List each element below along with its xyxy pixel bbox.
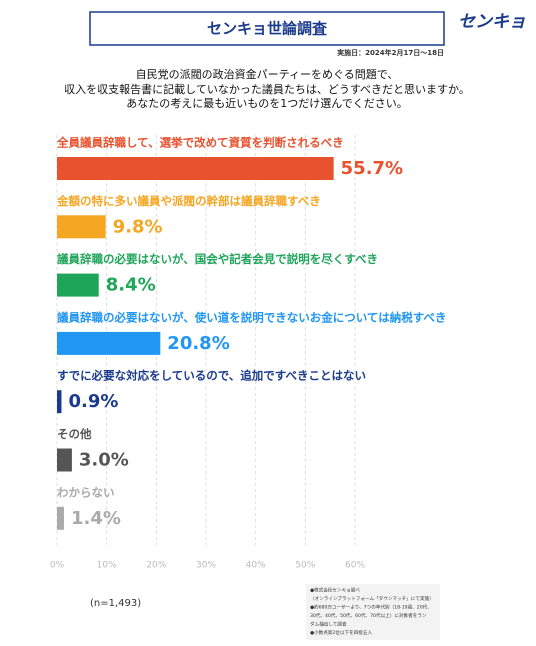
date: 実施日：2024年2月17日〜18日 [337, 48, 444, 57]
category-label: 議員辞職の必要はないが、使い道を説明できないお金については納税すべき [57, 310, 446, 324]
category-label: 全員議員辞職して、選挙で改めて資質を判断されるべき [56, 136, 344, 150]
value-label: 20.8% [167, 333, 229, 354]
value-label: 0.9% [68, 391, 118, 412]
bar [57, 331, 161, 355]
question: 自民党の派閥の政治資金パーティーをめぐる問題で、 [136, 67, 399, 81]
note: ●小数点第2位以下を四捨五入 [310, 629, 372, 636]
value-label: 1.4% [71, 508, 121, 529]
category-label: すでに必要な対応をしているので、追加ですべきことはない [57, 369, 366, 383]
bar [57, 448, 72, 472]
note: 30代、40代、50代、60代、70代以上）に対象者をラン [310, 612, 427, 619]
note: ダム抽出して調査 [310, 621, 347, 628]
bar [57, 157, 334, 180]
title: センキョ世論調査 [207, 20, 328, 38]
x-tick-label: 10% [97, 561, 117, 571]
category-label: 金額の特に多い議員や派閥の幹部は議員辞職すべき [56, 194, 321, 208]
note: （オンラインプラットフォーム「タウンマッチ」にて実施） [310, 595, 434, 602]
bar [57, 506, 64, 530]
x-tick-label: 20% [146, 561, 166, 571]
note: ●株式会社センキョ調べ [310, 587, 360, 594]
x-tick-label: 60% [345, 561, 365, 571]
logo: センキョ [458, 12, 526, 32]
category-label: その他 [57, 427, 92, 441]
value-label: 55.7% [341, 158, 403, 179]
title-box [89, 11, 445, 46]
category-label: 議員辞職の必要はないが、国会や記者会見で説明を尽くすべき [57, 252, 378, 266]
bar [57, 215, 106, 239]
question: あなたの考えに最も近いものを1つだけ選んでください。 [126, 97, 407, 110]
x-tick-label: 40% [246, 561, 266, 571]
question: 収入を収支報告書に記載していなかった議員たちは、どうすべきだと思いますか。 [64, 82, 470, 96]
category-label: わからない [57, 485, 115, 499]
value-label: 8.4% [106, 275, 156, 296]
value-label: 9.8% [113, 216, 163, 237]
bar [57, 273, 99, 297]
value-label: 3.0% [79, 450, 129, 471]
x-tick-label: 30% [196, 561, 216, 571]
x-tick-label: 0% [50, 561, 65, 571]
bar [57, 390, 62, 414]
notes-box [306, 584, 440, 640]
note: ●約680万ユーザーより、7つの年代別（18-19歳、20代、 [310, 604, 432, 611]
sample-size: (n=1,493) [90, 598, 141, 609]
x-tick-label: 50% [295, 561, 315, 571]
